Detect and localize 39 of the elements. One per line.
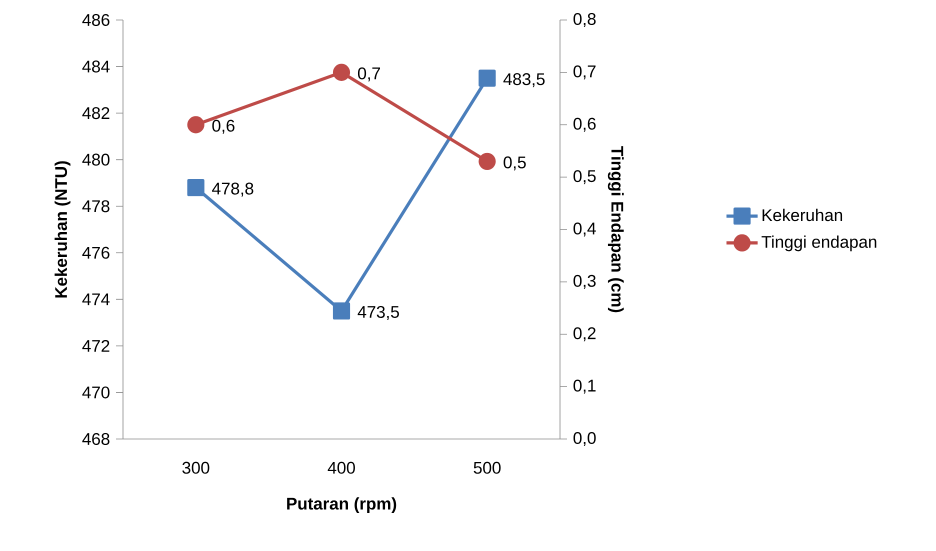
y-tick-label: 480 [82,154,110,166]
x-tick-label: 300 [182,462,210,474]
point [332,64,350,81]
y2-tick-label: 0,7 [574,65,596,80]
y2-tick-label: 0,1 [574,380,596,394]
y-tick-label: 474 [82,294,110,306]
data-label: 0,5 [504,156,526,170]
y-tick-label: 478 [82,200,110,212]
x-axis-title: Putaran (rpm) [287,497,396,514]
y2-tick-label: 0,2 [574,327,596,342]
y2-tick-label: 0,0 [574,432,596,446]
data-label: 478,8 [212,182,254,197]
y2-tick-label: 0,4 [574,222,596,236]
point [478,70,496,87]
point [187,116,204,134]
y-tick-label: 482 [82,107,110,120]
y-tick-label: 486 [82,14,110,26]
data-label: 0,6 [212,120,234,134]
y-tick-label: 472 [82,340,110,352]
point [187,179,204,196]
y2-tick-label: 0,5 [574,170,596,184]
data-label: 0,7 [358,67,380,82]
y-axis-title: Kekeruhan (NTU) [54,161,70,298]
data-label: 473,5 [358,306,399,320]
point [478,152,496,170]
y2-tick-label: 0,3 [574,274,596,289]
x-tick-label: 400 [328,462,355,474]
y-tick-label: 470 [82,386,110,398]
data-label: 483,5 [503,73,545,88]
y2-tick-label: 0,6 [574,118,596,132]
point [332,302,350,320]
legend-label: Kekeruhan [762,208,842,222]
y2-tick-label: 0,8 [574,13,596,27]
y2-axis-title: Tinggi Endapan (cm) [608,146,624,312]
legend-label: Tinggi endapan [762,235,876,252]
x-tick-label: 500 [474,462,501,474]
y-tick-label: 468 [82,433,110,445]
y-tick-label: 484 [82,60,110,73]
y-tick-label: 476 [82,246,110,259]
